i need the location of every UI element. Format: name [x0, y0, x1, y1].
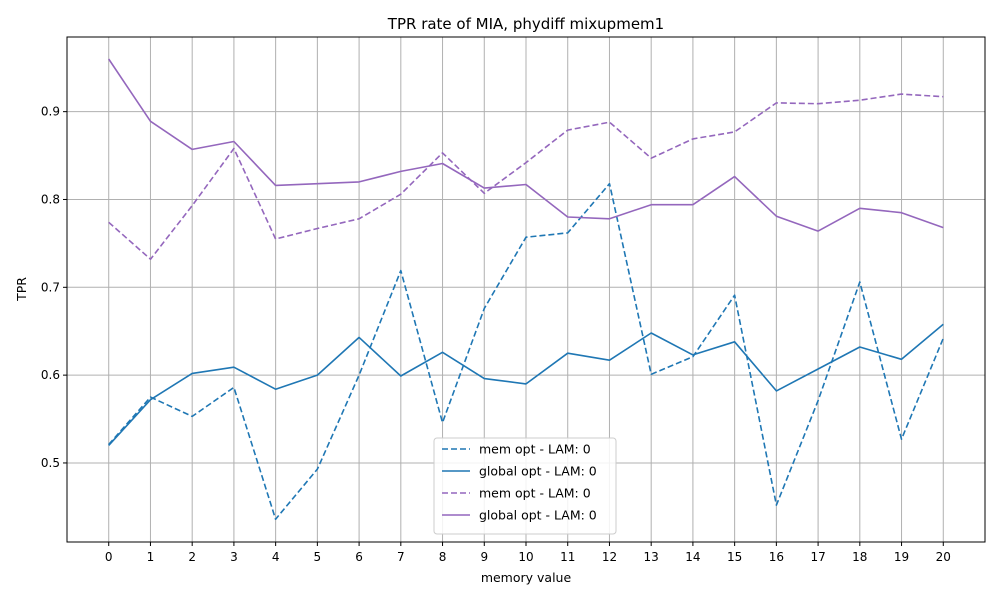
legend-label: global opt - LAM: 0	[479, 464, 597, 479]
x-tick-label: 1	[147, 550, 155, 564]
x-tick-label: 5	[314, 550, 322, 564]
x-tick-label: 4	[272, 550, 280, 564]
x-tick-label: 13	[644, 550, 659, 564]
x-tick-label: 2	[188, 550, 196, 564]
x-tick-label: 6	[355, 550, 363, 564]
x-tick-label: 8	[439, 550, 447, 564]
x-axis-label: memory value	[481, 570, 572, 585]
y-tick-label: 0.9	[41, 105, 60, 119]
series-line-3	[108, 58, 944, 232]
x-tick-label: 20	[936, 550, 951, 564]
chart-title: TPR rate of MIA, phydiff mixupmem1	[387, 15, 664, 33]
legend-label: mem opt - LAM: 0	[479, 442, 591, 457]
legend-label: global opt - LAM: 0	[479, 508, 597, 523]
y-tick-label: 0.8	[41, 192, 60, 206]
x-tick-label: 0	[105, 550, 113, 564]
x-tick-label: 15	[727, 550, 742, 564]
y-axis-label: TPR	[14, 277, 29, 302]
x-tick-label: 7	[397, 550, 405, 564]
axis-ticks: 0 1 2 3 4 5 6 7 8 9 10 11 12 13 14 15 16 17 18 19 200.50.60.…	[41, 105, 951, 564]
x-tick-label: 18	[852, 550, 867, 564]
series-line-0	[108, 182, 945, 521]
x-tick-label: 3	[230, 550, 238, 564]
x-tick-label: 11	[560, 550, 575, 564]
x-tick-label: 17	[810, 550, 825, 564]
x-tick-label: 10	[518, 550, 533, 564]
x-tick-label: 16	[769, 550, 784, 564]
x-tick-label: 9	[480, 550, 488, 564]
y-tick-label: 0.5	[41, 456, 60, 470]
x-tick-label: 19	[894, 550, 909, 564]
series-lines	[108, 58, 945, 521]
y-tick-label: 0.6	[41, 368, 60, 382]
legend: mem opt - LAM: 0 global opt - LAM: 0 mem o…	[433, 437, 617, 535]
series-line-1	[108, 323, 944, 446]
legend-label: mem opt - LAM: 0	[479, 486, 591, 501]
x-tick-label: 14	[685, 550, 700, 564]
x-tick-label: 12	[602, 550, 617, 564]
y-tick-label: 0.7	[41, 280, 60, 294]
series-line-2	[108, 93, 944, 261]
legend-box	[433, 437, 617, 535]
